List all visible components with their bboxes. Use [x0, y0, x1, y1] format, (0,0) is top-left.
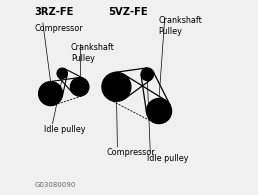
- Text: G03080090: G03080090: [34, 183, 76, 189]
- Text: 3RZ-FE: 3RZ-FE: [34, 6, 74, 17]
- Circle shape: [102, 72, 131, 101]
- Text: Compressor: Compressor: [107, 148, 155, 157]
- Text: Crankshaft
Pulley: Crankshaft Pulley: [158, 16, 202, 35]
- Circle shape: [70, 78, 89, 96]
- Text: 5VZ-FE: 5VZ-FE: [108, 6, 147, 17]
- Text: Compressor: Compressor: [34, 24, 83, 33]
- Circle shape: [57, 68, 67, 79]
- Text: Idle pulley: Idle pulley: [44, 125, 85, 134]
- Text: Idle pulley: Idle pulley: [147, 154, 189, 163]
- Text: Crankshaft
Pulley: Crankshaft Pulley: [71, 43, 115, 63]
- Circle shape: [147, 98, 172, 124]
- Circle shape: [39, 82, 63, 106]
- Circle shape: [141, 68, 154, 81]
